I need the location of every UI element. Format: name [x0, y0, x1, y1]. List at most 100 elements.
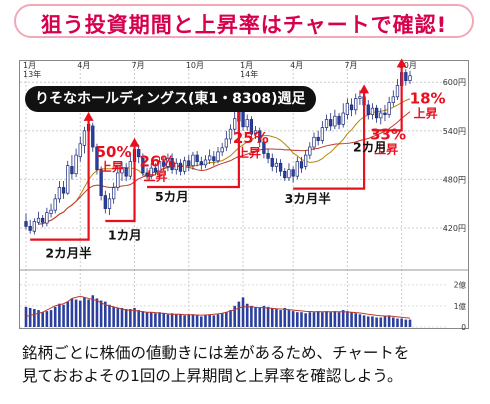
volume-tick-label: 1億 — [454, 301, 467, 311]
candle-body — [170, 158, 174, 171]
candle-body — [349, 104, 354, 111]
candle-body — [383, 112, 387, 115]
volume-bar — [204, 315, 207, 327]
volume-bar — [162, 313, 166, 327]
candle-body — [249, 119, 254, 135]
x-tick-label: 1月 — [240, 61, 253, 70]
volume-bar — [258, 307, 262, 327]
candle-body — [262, 141, 266, 154]
candle-body — [141, 158, 145, 174]
candle-body — [304, 154, 308, 167]
caption-line-1: 銘柄ごとに株価の値動きには差があるため、チャートを — [22, 344, 410, 362]
candle-body — [316, 136, 320, 141]
volume-bar — [187, 314, 191, 327]
rise-bracket — [105, 139, 136, 223]
rise-bracket — [372, 60, 403, 132]
volume-bar — [141, 311, 145, 327]
volume-bar — [270, 307, 274, 327]
volume-bar — [362, 315, 366, 327]
volume-bar — [379, 317, 383, 327]
x-tick-label: 1月 — [23, 61, 36, 70]
candle-body — [287, 169, 291, 179]
candle-body — [95, 146, 99, 171]
volume-bar — [28, 307, 32, 327]
volume-bar — [99, 300, 103, 327]
caption-line-2: 見ておおよその1回の上昇期間と上昇率を確認しよう。 — [22, 367, 403, 385]
y-tick-label: 600円 — [443, 78, 466, 87]
volume-bar — [154, 313, 157, 327]
volume-bar — [337, 312, 341, 327]
candle-body — [187, 160, 191, 166]
rise-period: 3カ月半 — [285, 191, 332, 206]
volume-bar — [174, 314, 178, 327]
candle-body — [366, 104, 370, 115]
y-tick-label: 540円 — [443, 127, 466, 136]
caption: 銘柄ごとに株価の値動きには差があるため、チャートを 見ておおよその1回の上昇期間… — [22, 342, 482, 388]
candle-body — [329, 119, 333, 127]
volume-bar — [371, 316, 374, 327]
y-tick-label: 480円 — [443, 175, 466, 184]
x-tick-label: 13年 — [23, 69, 41, 79]
candle-body — [28, 226, 32, 231]
rise-percent: 18% — [410, 89, 446, 107]
candle-body — [74, 154, 78, 175]
candle-body — [157, 161, 162, 174]
rise-arrowhead — [396, 58, 407, 68]
rise-arrowhead — [359, 84, 370, 94]
candle-body — [295, 161, 299, 177]
volume-bar — [58, 303, 61, 327]
volume-bar — [24, 306, 28, 327]
volume-bar — [133, 307, 136, 327]
volume-bar — [116, 307, 120, 327]
candle-body — [199, 161, 203, 166]
volume-bar — [350, 312, 353, 327]
candle-body — [291, 169, 295, 177]
candle-body — [208, 155, 212, 161]
volume-bar — [104, 301, 107, 327]
candle-body — [53, 198, 57, 211]
volume-bar — [95, 298, 99, 327]
volume-tick-label: 0 — [461, 323, 466, 332]
volume-bar — [53, 306, 57, 327]
candle-body — [341, 112, 345, 125]
x-tick-label: 10月 — [186, 61, 204, 70]
volume-bar — [179, 314, 182, 327]
rise-label: 上昇 — [100, 159, 124, 174]
candle-body — [253, 130, 258, 135]
candle-body — [45, 212, 49, 224]
volume-bar — [49, 310, 53, 327]
candle-body — [245, 119, 249, 128]
volume-bar — [33, 309, 36, 327]
volume-bar — [392, 317, 395, 327]
volume-bar — [70, 298, 74, 327]
candle-body — [128, 161, 132, 177]
volume-tick-label: 2億 — [454, 280, 467, 290]
candle-body — [195, 154, 199, 162]
rise-label: 上昇 — [144, 168, 168, 183]
rise-percent: 26% — [140, 152, 176, 170]
volume-bar — [237, 301, 241, 327]
candle-body — [320, 127, 324, 141]
volume-bar — [262, 305, 266, 327]
volume-bar — [108, 304, 111, 327]
volume-bar — [383, 316, 387, 327]
candle-body — [408, 75, 412, 81]
volume-bar — [74, 299, 78, 327]
candle-body — [70, 166, 74, 175]
volume-bar — [354, 313, 358, 327]
candle-body — [266, 153, 270, 159]
candle-body — [61, 187, 66, 194]
volume-bar — [166, 314, 170, 327]
volume-average-line — [25, 295, 411, 319]
volume-bar — [229, 310, 232, 327]
volume-bar — [279, 310, 282, 327]
candle-body — [220, 147, 224, 153]
volume-bar — [212, 315, 216, 327]
candle-body — [153, 167, 158, 173]
candle-body — [145, 172, 149, 177]
candle-body — [116, 172, 120, 188]
volume-bar — [300, 312, 303, 327]
y-tick-label: 420円 — [443, 224, 466, 233]
candle-body — [82, 130, 87, 146]
